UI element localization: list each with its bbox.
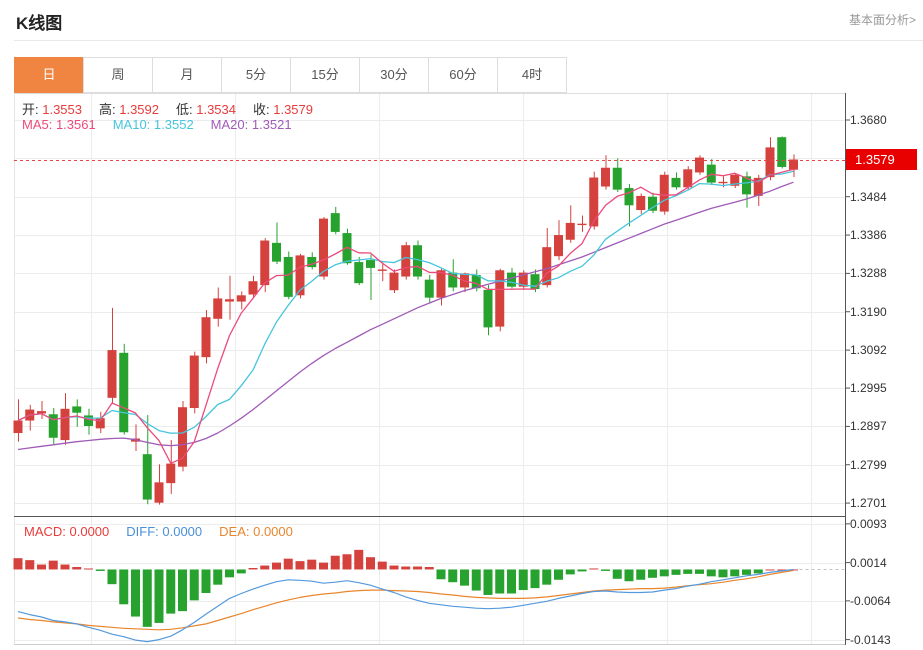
low-legend: 低: 1.3534 <box>176 102 236 117</box>
tab-60min[interactable]: 60分 <box>428 57 498 93</box>
high-legend: 高: 1.3592 <box>99 102 159 117</box>
tab-month[interactable]: 月 <box>152 57 222 93</box>
period-tabbar: 日周月 5分 15分 30分 60分 4时 <box>14 57 567 93</box>
macd-axis-label: 0.0093 <box>850 516 887 531</box>
ma20-legend: MA20: 1.3521 <box>210 117 292 132</box>
price-axis-label: 1.3386 <box>850 228 887 243</box>
macd-axis-label: 0.0014 <box>850 555 887 570</box>
tab-15min[interactable]: 15分 <box>290 57 360 93</box>
price-axis-label: 1.2799 <box>850 457 887 472</box>
ma-legend: MA5: 1.3561 MA10: 1.3552 MA20: 1.3521 <box>22 117 309 132</box>
tab-5min[interactable]: 5分 <box>221 57 291 93</box>
price-axis-label: 1.2897 <box>850 419 887 434</box>
tab-4hour[interactable]: 4时 <box>497 57 567 93</box>
price-axis-label: 1.3680 <box>850 113 887 127</box>
ma10-line <box>17 170 794 434</box>
tab-30min[interactable]: 30分 <box>359 57 429 93</box>
price-axis-label: 1.3288 <box>850 266 887 281</box>
dea-value-legend: DEA: 0.0000 <box>219 524 293 539</box>
price-axis-label: 1.2701 <box>850 496 887 511</box>
dea-line <box>17 569 794 631</box>
ma5-line <box>17 168 794 464</box>
macd-histogram <box>13 549 798 627</box>
open-legend: 开: 1.3553 <box>22 102 82 117</box>
last-price-badge: 1.3579 <box>846 149 917 171</box>
macd-legend: MACD: 0.0000 DIFF: 0.0000 DEA: 0.0000 <box>24 524 310 539</box>
macd-axis-label: -0.0143 <box>850 632 891 647</box>
axis-ticks <box>845 119 850 641</box>
ohlc-legend: 开: 1.3553 高: 1.3592 低: 1.3534 收: 1.3579 <box>22 99 330 118</box>
fundamental-analysis-link[interactable]: 基本面分析> <box>848 13 916 27</box>
price-axis-label: 1.3092 <box>850 343 887 358</box>
panel-borders <box>14 93 846 645</box>
ma20-line <box>17 181 794 451</box>
price-axis-label: 1.3484 <box>850 189 887 204</box>
price-axis-label: 1.2995 <box>850 381 887 396</box>
price-axis-label: 1.3190 <box>850 304 887 319</box>
header-divider <box>14 40 923 41</box>
close-legend: 收: 1.3579 <box>253 102 313 117</box>
tab-week[interactable]: 周 <box>83 57 153 93</box>
macd-value-legend: MACD: 0.0000 <box>24 524 110 539</box>
ma5-legend: MA5: 1.3561 <box>22 117 96 132</box>
diff-line <box>17 568 794 643</box>
macd-axis-label: -0.0064 <box>850 593 891 608</box>
grid-lines <box>14 93 845 645</box>
ma10-legend: MA10: 1.3552 <box>112 117 194 132</box>
tab-day[interactable]: 日 <box>14 57 84 93</box>
page-title: K线图 <box>16 14 63 33</box>
diff-value-legend: DIFF: 0.0000 <box>126 524 203 539</box>
